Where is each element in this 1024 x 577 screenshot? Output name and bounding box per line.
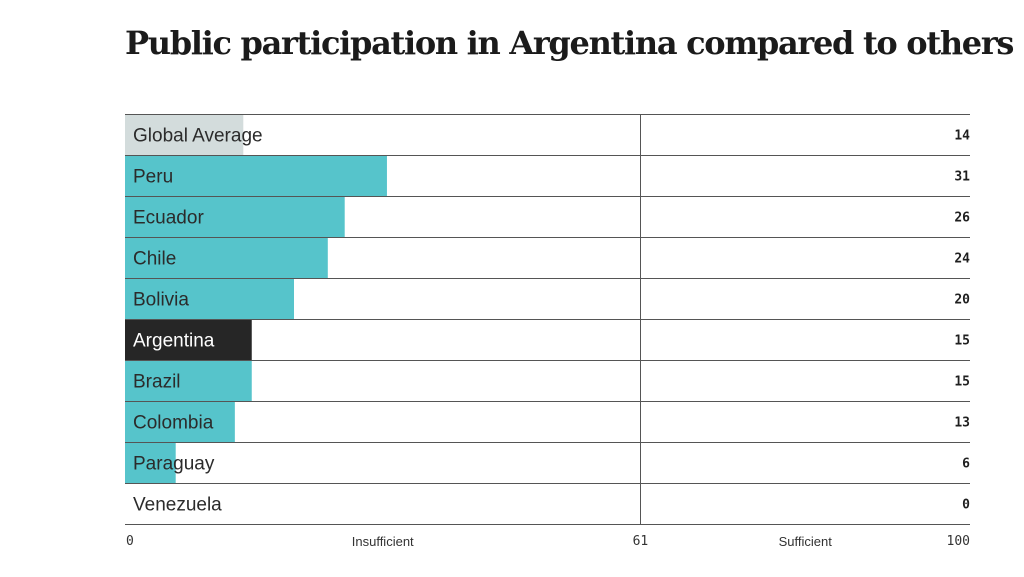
bar: [125, 320, 252, 360]
bar: [125, 279, 294, 319]
category-label-highlight: Argentina: [133, 331, 215, 352]
value-label: 13: [954, 416, 970, 431]
category-label: Peru: [133, 167, 173, 188]
bar: [125, 115, 244, 155]
chart-title: Public participation in Argentina compar…: [125, 24, 1014, 62]
tick-label: 61: [633, 534, 649, 549]
category-label: Global Average: [133, 126, 263, 147]
value-label: 14: [954, 129, 970, 144]
category-label: Brazil: [133, 372, 181, 393]
value-label: 24: [954, 252, 970, 267]
category-label: Paraguay: [133, 454, 215, 475]
value-label: 31: [954, 170, 970, 185]
bar: [125, 402, 235, 442]
tick-label: 100: [947, 534, 970, 549]
value-label: 15: [954, 334, 970, 349]
category-label: Bolivia: [133, 290, 189, 311]
band-label: Sufficient: [779, 534, 833, 549]
value-label: 6: [962, 457, 970, 472]
value-label: 20: [954, 293, 970, 308]
tick-label: 0: [126, 534, 134, 549]
band-label: Insufficient: [352, 534, 414, 549]
bar: [125, 197, 345, 237]
bar: [125, 443, 176, 483]
category-label: Colombia: [133, 413, 214, 434]
value-label: 15: [954, 375, 970, 390]
bar: [125, 238, 328, 278]
category-label: Chile: [133, 249, 176, 270]
category-label: Venezuela: [133, 495, 222, 516]
category-label: Ecuador: [133, 208, 204, 229]
bar: [125, 156, 387, 196]
value-label: 0: [962, 498, 970, 513]
bar: [125, 361, 252, 401]
value-label: 26: [954, 211, 970, 226]
